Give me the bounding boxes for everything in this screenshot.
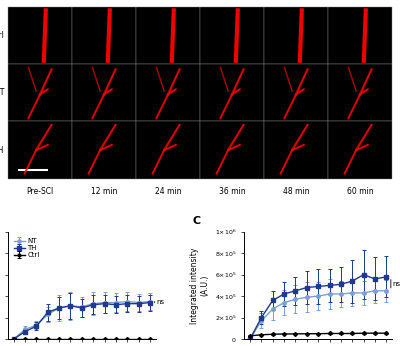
Text: Pre-SCI: Pre-SCI (26, 187, 54, 196)
Text: TH: TH (0, 146, 4, 155)
Text: NT: NT (0, 88, 4, 97)
Text: 36 min: 36 min (219, 187, 245, 196)
Text: A: A (4, 0, 13, 2)
Text: C: C (193, 216, 201, 226)
Text: 24 min: 24 min (155, 187, 181, 196)
Y-axis label: Integrated intensity
(A.U.): Integrated intensity (A.U.) (190, 247, 210, 324)
Text: 12 min: 12 min (91, 187, 117, 196)
Text: 48 min: 48 min (283, 187, 309, 196)
Text: ns: ns (392, 281, 400, 287)
Legend: NT, TH, Ctrl: NT, TH, Ctrl (12, 235, 42, 261)
Text: Ctrl: Ctrl (0, 31, 4, 40)
Text: 60 min: 60 min (347, 187, 373, 196)
Text: ns: ns (156, 299, 164, 305)
